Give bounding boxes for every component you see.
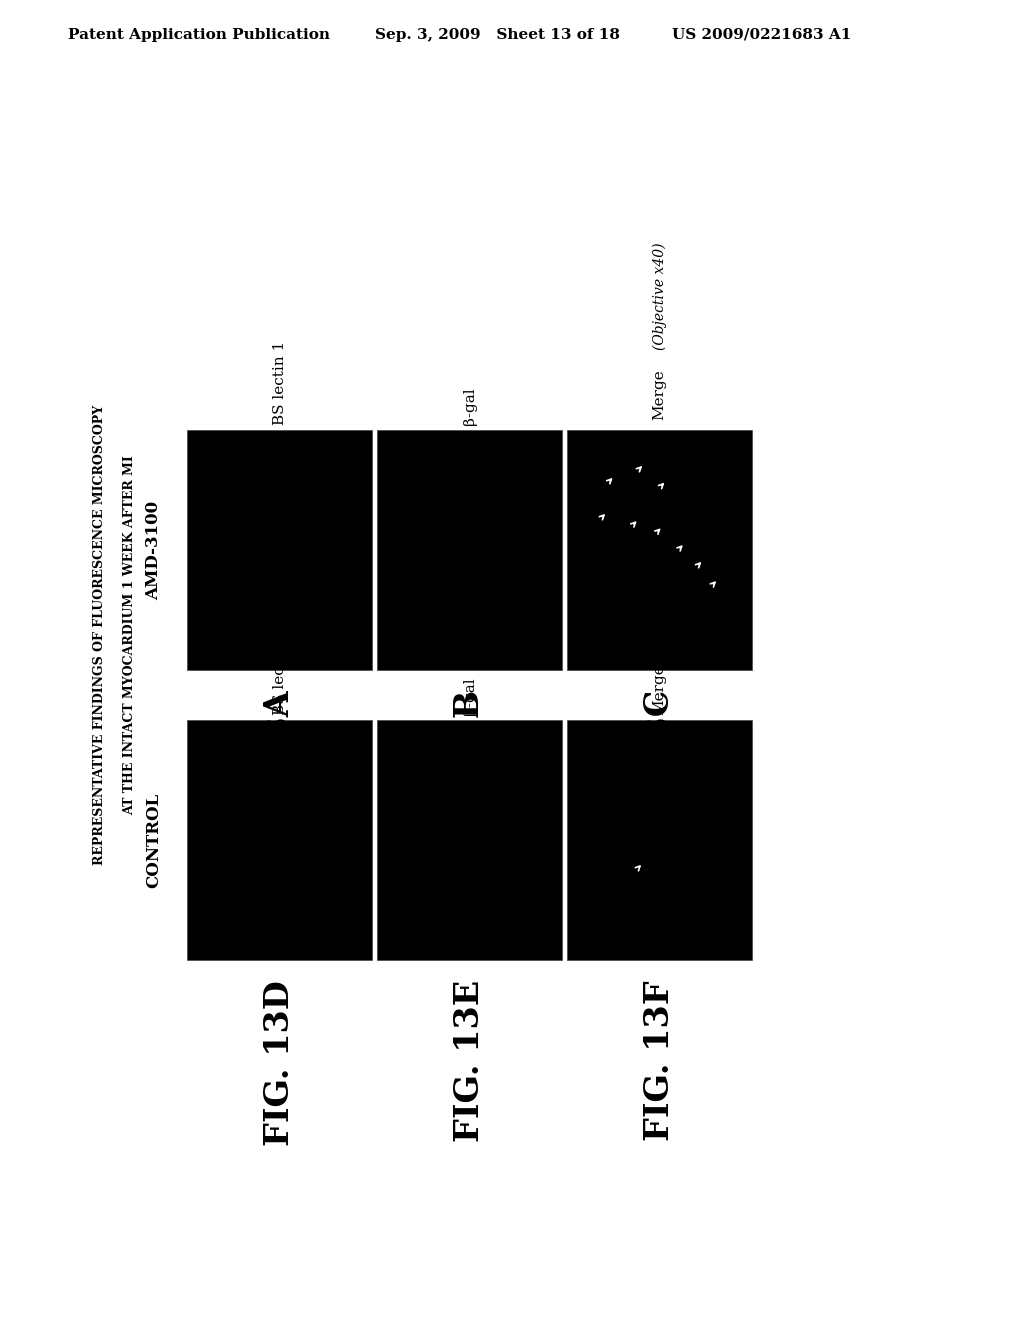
Text: Merge: Merge xyxy=(652,370,667,420)
Text: CONTROL: CONTROL xyxy=(145,792,162,887)
Text: Patent Application Publication: Patent Application Publication xyxy=(68,28,330,42)
Bar xyxy=(377,430,562,671)
Bar xyxy=(567,430,752,671)
Text: AT THE INTACT MYOCARDIUM 1 WEEK AFTER MI: AT THE INTACT MYOCARDIUM 1 WEEK AFTER MI xyxy=(124,455,136,814)
Text: Sep. 3, 2009   Sheet 13 of 18: Sep. 3, 2009 Sheet 13 of 18 xyxy=(375,28,620,42)
Text: BS lectin 1: BS lectin 1 xyxy=(272,341,287,425)
Text: β-gal: β-gal xyxy=(463,677,476,715)
Text: FIG. 13A: FIG. 13A xyxy=(263,690,296,853)
Text: Merge: Merge xyxy=(652,664,667,715)
Text: US 2009/0221683 A1: US 2009/0221683 A1 xyxy=(672,28,851,42)
Text: FIG. 13D: FIG. 13D xyxy=(263,979,296,1146)
Text: BS lectin 1: BS lectin 1 xyxy=(272,631,287,715)
Bar xyxy=(567,719,752,960)
Bar xyxy=(187,430,372,671)
Text: AMD-3100: AMD-3100 xyxy=(145,500,162,599)
Text: (Objective x40): (Objective x40) xyxy=(652,243,667,350)
Text: FIG. 13B: FIG. 13B xyxy=(453,690,486,855)
Text: FIG. 13C: FIG. 13C xyxy=(643,690,676,853)
Bar xyxy=(187,719,372,960)
Bar xyxy=(377,719,562,960)
Text: β-gal: β-gal xyxy=(463,387,476,425)
Text: REPRESENTATIVE FINDINGS OF FLUORESCENCE MICROSCOPY: REPRESENTATIVE FINDINGS OF FLUORESCENCE … xyxy=(93,405,106,865)
Text: FIG. 13E: FIG. 13E xyxy=(453,979,486,1142)
Text: FIG. 13F: FIG. 13F xyxy=(643,979,676,1140)
